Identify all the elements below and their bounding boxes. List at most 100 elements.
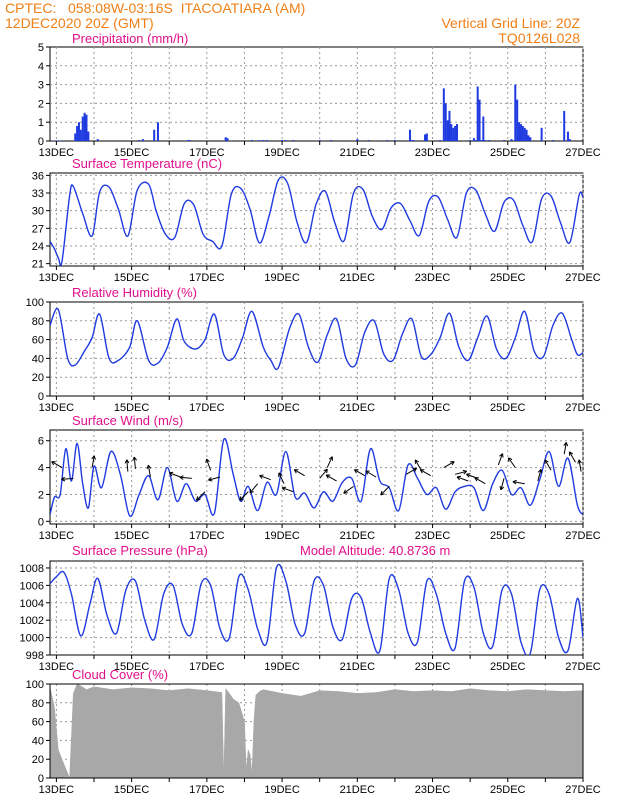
temp-xtick-label: 13DEC: [39, 272, 75, 284]
precip-bar: [568, 139, 571, 141]
press-extra-title: Model Altitude: 40.8736 m: [300, 543, 450, 558]
wind-arrow-head: [278, 472, 283, 477]
wind-arrow: [206, 458, 212, 471]
wind-arrow: [563, 442, 567, 455]
cloud-ytick-label: 0: [38, 773, 44, 785]
precip-bar: [410, 140, 413, 141]
precip-xtick-label: 17DEC: [189, 147, 225, 159]
wind-arrow: [500, 478, 505, 491]
press-frame: [49, 560, 584, 656]
wind-arrow-head: [462, 469, 468, 475]
wind-xtick-label: 15DEC: [114, 530, 150, 542]
wind-arrow: [61, 477, 74, 480]
cloud-area: [49, 683, 584, 779]
precip-xtick-label: 25DEC: [490, 147, 526, 159]
wind-arrow: [169, 472, 181, 478]
wind-arrow-head: [456, 475, 462, 481]
wind-arrow: [91, 455, 95, 468]
rh-xtick-label: 19DEC: [264, 402, 300, 414]
rh-ytick-label: 80: [32, 316, 44, 328]
temp-xtick-label: 25DEC: [490, 272, 526, 284]
precip-bar: [153, 129, 156, 141]
wind-arrow: [325, 474, 337, 482]
wind-xtick-label: 25DEC: [490, 530, 526, 542]
wind-arrow-head: [450, 461, 455, 466]
wind-arrow-head: [419, 469, 425, 474]
press-ytick-label: 1002: [20, 615, 44, 627]
header-datetime: 12DEC2020 20Z (GMT): [5, 15, 154, 31]
cloud-xtick-label: 19DEC: [264, 784, 300, 796]
press-xtick-label: 21DEC: [340, 661, 376, 673]
wind-arrow: [343, 485, 354, 494]
precip-bar: [523, 127, 526, 141]
precip-panel: [46, 46, 584, 145]
precip-bar: [474, 140, 477, 141]
wind-arrow: [420, 469, 431, 477]
temp-ytick-label: 33: [32, 188, 44, 200]
precip-bar: [444, 103, 447, 141]
rh-ytick-label: 100: [26, 297, 44, 309]
wind-arrow-head: [499, 453, 504, 458]
wind-arrow-head: [412, 467, 418, 472]
wind-arrow: [278, 472, 285, 484]
precip-bar: [503, 140, 506, 141]
press-ytick-label: 998: [26, 650, 44, 662]
wind-xtick-label: 27DEC: [565, 530, 601, 542]
wind-arrow-head: [328, 456, 333, 461]
wind-arrow: [405, 467, 417, 475]
precip-bar: [551, 140, 554, 141]
precip-title: Precipitation (mm/h): [72, 31, 188, 46]
rh-panel: [46, 301, 584, 400]
precip-bar: [425, 133, 428, 141]
press-xtick-label: 17DEC: [189, 661, 225, 673]
precip-bar: [79, 129, 82, 141]
wind-arrow-head: [196, 496, 201, 501]
wind-arrow: [474, 477, 486, 485]
wind-arrow: [326, 456, 333, 468]
precip-xtick-label: 21DEC: [340, 147, 376, 159]
wind-arrow: [512, 481, 525, 485]
temp-xtick-label: 23DEC: [415, 272, 451, 284]
precip-bar: [472, 138, 475, 141]
wind-arrow: [578, 459, 582, 472]
cloud-ytick-label: 60: [32, 717, 44, 729]
wind-frame: [49, 429, 584, 525]
precip-bar: [469, 140, 472, 141]
precip-ytick-label: 5: [38, 42, 44, 54]
precip-bar: [527, 135, 530, 141]
precip-bar: [480, 140, 483, 141]
precip-bar: [454, 125, 457, 141]
wind-arrow-head: [353, 469, 359, 474]
precip-bar: [450, 124, 453, 141]
temp-xtick-label: 21DEC: [340, 272, 376, 284]
cloud-ytick-label: 40: [32, 735, 44, 747]
wind-arrow: [508, 457, 516, 468]
wind-arrow-head: [577, 459, 582, 464]
precip-bar: [540, 127, 543, 141]
precip-bar: [424, 134, 427, 141]
temp-ytick-label: 30: [32, 206, 44, 218]
precip-bar: [514, 84, 517, 141]
precip-bar: [266, 140, 269, 141]
press-ytick-label: 1008: [20, 563, 44, 575]
precip-bar: [408, 129, 411, 141]
precip-bar: [141, 139, 144, 141]
precip-bar: [284, 140, 287, 141]
precip-bar: [81, 116, 84, 141]
wind-arrow-head: [563, 442, 569, 447]
press-xtick-label: 23DEC: [415, 661, 451, 673]
precip-bar: [412, 140, 415, 141]
cloud-ytick-label: 20: [32, 754, 44, 766]
wind-ytick-label: 0: [38, 516, 44, 528]
precip-bar: [476, 86, 479, 141]
temp-ytick-label: 21: [32, 259, 44, 271]
precip-bar: [484, 140, 487, 141]
precip-xtick-label: 23DEC: [415, 147, 451, 159]
temp-xtick-label: 17DEC: [189, 272, 225, 284]
press-ytick-label: 1006: [20, 580, 44, 592]
wind-xtick-label: 21DEC: [340, 530, 376, 542]
rh-xtick-label: 23DEC: [415, 402, 451, 414]
wind-arrow: [456, 476, 469, 482]
rh-ytick-label: 60: [32, 335, 44, 347]
